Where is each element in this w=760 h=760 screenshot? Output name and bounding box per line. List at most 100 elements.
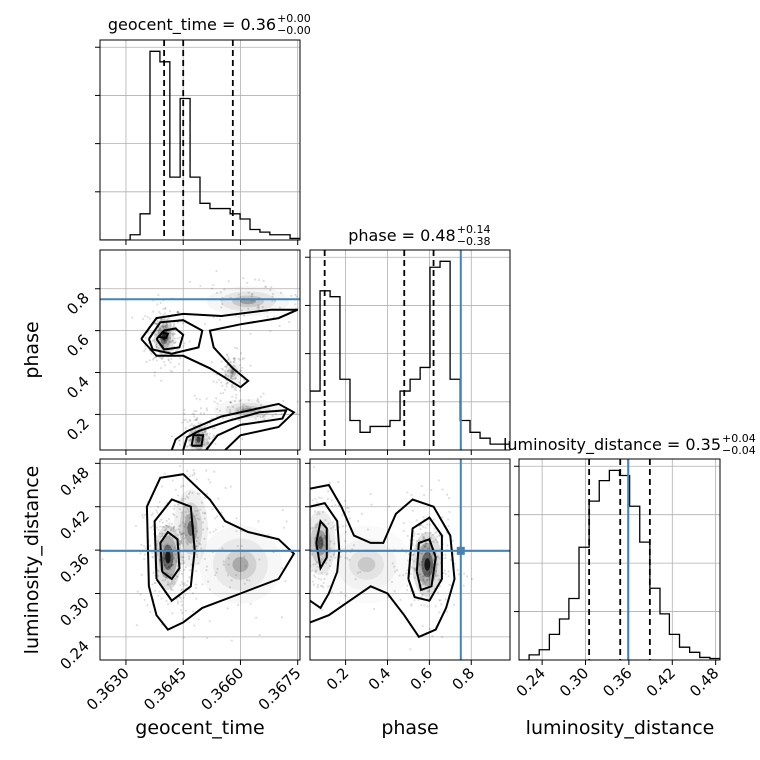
sample-point [170,528,173,531]
sample-point [422,543,425,547]
sample-point [230,383,233,387]
sample-point [234,377,237,380]
sample-point [247,307,250,310]
sample-point [284,580,287,583]
sample-point [445,610,449,613]
sample-point [144,347,147,350]
sample-point [159,535,162,538]
sample-point [312,574,316,577]
sample-point [182,505,186,508]
x-tick-label: 0.3660 [197,664,247,714]
sample-point [167,340,171,343]
sample-point [225,385,228,388]
sample-point [180,539,183,542]
y-tick-label: 0.6 [63,331,93,361]
sample-point [230,374,233,378]
sample-point [218,473,220,475]
sample-point [160,356,163,359]
sample-point [428,578,431,581]
sample-point [186,469,189,473]
sample-point [215,515,219,518]
sample-point [150,514,153,517]
sample-point [422,574,425,578]
sample-point [183,342,186,345]
sample-point [249,332,252,335]
sample-point [188,576,191,579]
contour-line [170,402,296,450]
sample-point [208,432,211,435]
sample-point [242,406,245,409]
sample-point [418,564,422,567]
sample-point [435,535,439,538]
sample-point [189,438,192,441]
sample-point [209,422,212,425]
sample-point [199,422,202,425]
sample-point [158,501,161,504]
sample-point [311,580,314,583]
sample-point [433,527,436,530]
contour-line [145,473,296,631]
sample-point [151,583,154,586]
sample-point [195,569,198,573]
sample-point [332,526,335,529]
sample-point [205,438,208,441]
sample-point [152,571,155,574]
x-tick-label: 0.48 [686,664,722,700]
sample-point [285,586,287,588]
sample-point [326,585,330,588]
sample-point [224,486,227,490]
sample-point [394,570,397,573]
panel-luminosity_distance-vs-luminosity_distance [519,459,720,660]
sample-point [447,525,450,528]
title-geocent_time: geocent_time = 0.36 [108,15,276,35]
density-cell [424,558,431,571]
sample-point [169,585,172,588]
sample-point [235,574,238,577]
sample-point [278,306,281,309]
sample-point [333,294,335,296]
sample-point [294,293,297,297]
sample-point [172,557,175,560]
sample-point [352,544,356,547]
sample-point [189,467,191,469]
sample-point [229,377,233,380]
sample-point [232,361,235,364]
sample-point [171,479,174,482]
sample-point [205,569,208,572]
sample-point [167,517,171,521]
sample-point [151,339,154,342]
sample-point [180,604,183,607]
sample-point [427,571,431,574]
sample-point [290,294,293,298]
sample-point [373,607,376,611]
sample-point [170,564,173,567]
sample-point [229,401,233,404]
sample-point [406,491,409,494]
sample-point [171,561,174,564]
sample-point [167,583,170,586]
sample-point [167,565,170,569]
sample-point [370,503,373,506]
sample-point [229,401,232,404]
sample-point [318,535,322,538]
sample-point [438,611,441,614]
sample-point [131,316,134,319]
sample-point [198,451,200,453]
sample-point [188,418,191,421]
sample-point [422,536,426,539]
sample-point [181,521,184,524]
sample-point [169,341,172,344]
sample-point [325,573,328,576]
sample-point [188,444,191,447]
sample-point [441,516,444,519]
sample-point [155,359,158,362]
sample-point [220,381,223,384]
sample-point [344,540,347,543]
sample-point [426,605,429,608]
sample-point [151,525,154,528]
sample-point [238,418,241,422]
sample-point [422,515,425,519]
sample-point [441,635,444,638]
sample-point [224,370,227,373]
sample-point [312,415,314,417]
